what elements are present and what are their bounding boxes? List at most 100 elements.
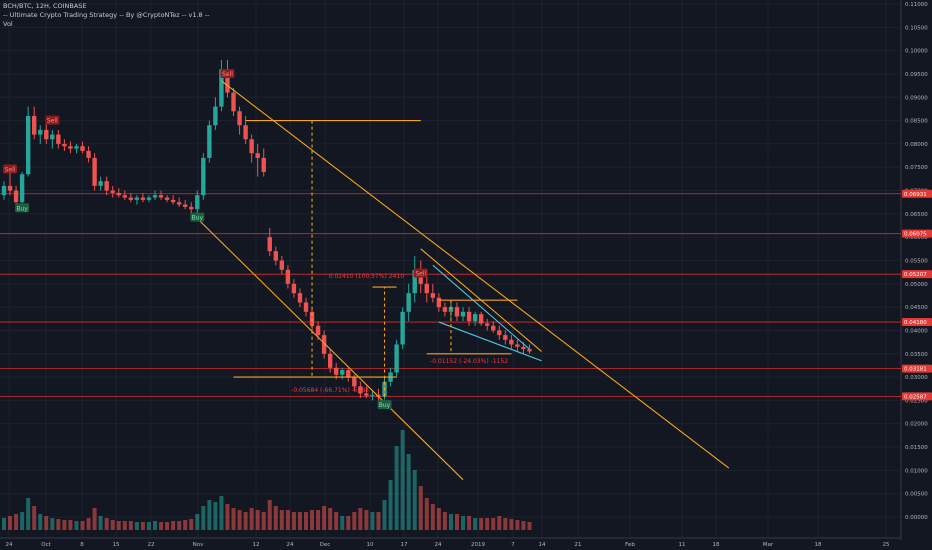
- candle-body: [158, 195, 164, 198]
- candle-body: [219, 69, 224, 107]
- volume-bar: [461, 516, 466, 530]
- volume-bar: [412, 470, 417, 530]
- candle-body: [527, 349, 532, 352]
- trend-line: [196, 218, 464, 481]
- candle-body: [68, 146, 73, 149]
- candle-body: [521, 346, 526, 350]
- price-level-tag-label: 0.04180: [904, 320, 927, 326]
- volume-bar: [237, 510, 242, 530]
- candle-body: [50, 134, 55, 140]
- candle-body: [32, 115, 37, 135]
- volume-bar: [146, 522, 151, 530]
- volume-bar: [153, 521, 157, 530]
- volume-bar: [116, 521, 121, 530]
- candle-body: [370, 394, 375, 396]
- trend-line: [432, 264, 530, 350]
- volume-bar: [291, 512, 296, 530]
- candle-body: [315, 325, 321, 336]
- candle-body: [140, 197, 146, 200]
- volume-bar: [98, 516, 103, 530]
- price-level-tag-label: 0.05207: [904, 272, 927, 278]
- volume-bar: [231, 508, 236, 530]
- price-level-tag: [902, 392, 932, 401]
- volume-bar: [515, 520, 520, 530]
- candle-body: [243, 125, 248, 140]
- volume-bar: [140, 522, 145, 530]
- candle-body: [267, 237, 272, 252]
- volume-bar: [273, 506, 278, 530]
- volume-bar: [370, 512, 375, 530]
- candle-body: [56, 134, 61, 144]
- volume-bar: [503, 518, 508, 530]
- y-tick-label: 0.08500: [905, 119, 928, 125]
- x-tick-label: 2019: [471, 542, 485, 548]
- volume-bar: [297, 512, 302, 530]
- price-level-tag: [902, 189, 932, 198]
- volume-bar: [376, 512, 381, 530]
- strategy-title: -- Ultimate Crypto Trading Strategy -- B…: [3, 11, 210, 19]
- candle-body: [231, 92, 236, 112]
- volume-bar: [86, 518, 91, 530]
- volume-bar: [104, 518, 109, 530]
- candle-body: [454, 307, 460, 317]
- candle-body: [297, 293, 303, 303]
- y-tick-label: 0.05000: [905, 282, 928, 288]
- x-tick-label: Feb: [625, 542, 635, 548]
- candle-body: [424, 283, 429, 294]
- y-tick-label: 0.02000: [905, 422, 928, 428]
- volume-bar: [14, 514, 19, 530]
- x-tick-label: Nov: [193, 542, 204, 548]
- volume-bar: [442, 512, 447, 530]
- candle-body: [327, 353, 333, 368]
- measure-annotation: -0.05684 (-66.71%) -5684: [291, 387, 369, 394]
- candle-body: [358, 386, 363, 394]
- candle-body: [25, 115, 31, 175]
- trend-line: [221, 80, 730, 469]
- sell-signal-badge: [3, 164, 18, 174]
- volume-bar: [249, 508, 254, 530]
- sell-signal-badge: [413, 268, 428, 278]
- volume-bar: [177, 521, 182, 530]
- volume-bar: [2, 518, 6, 530]
- y-tick-label: 0.09000: [905, 95, 928, 101]
- y-tick-label: 0.03000: [905, 375, 928, 381]
- volume-bar: [20, 512, 25, 530]
- candle-body: [255, 153, 260, 158]
- sell-signal-label: Sell: [47, 118, 58, 125]
- volume-bar: [159, 522, 164, 530]
- candle-body: [285, 269, 291, 284]
- volume-bar: [436, 508, 441, 530]
- x-tick-label: 17: [401, 542, 408, 548]
- candle-body: [176, 202, 182, 205]
- price-level-tag-label: 0.02587: [904, 394, 927, 400]
- candle-body: [497, 330, 502, 336]
- candle-body: [13, 190, 19, 203]
- volume-bar: [261, 512, 266, 530]
- candle-body: [146, 197, 152, 200]
- volume-bar: [225, 504, 230, 530]
- candle-body: [334, 367, 339, 375]
- x-tick-label: 25: [883, 542, 890, 548]
- volume-bar: [467, 516, 472, 530]
- y-tick-label: 0.01000: [905, 468, 928, 474]
- volume-bar: [255, 510, 260, 530]
- buy-signal-badge: [15, 203, 30, 213]
- candle-body: [376, 394, 381, 397]
- price-level-tag-label: 0.06075: [904, 232, 927, 238]
- volume-bar: [527, 522, 532, 530]
- x-tick-label: Mar: [763, 542, 774, 548]
- volume-bar: [382, 500, 387, 530]
- candle-body: [509, 339, 514, 345]
- volume-bar: [110, 520, 115, 530]
- candle-body: [183, 204, 188, 207]
- candle-body: [273, 251, 278, 261]
- x-tick-label: 24: [6, 542, 13, 548]
- candle-body: [466, 311, 472, 322]
- x-tick-label: Oct: [41, 542, 51, 548]
- volume-bar: [122, 521, 127, 530]
- candle-body: [19, 174, 25, 203]
- y-tick-label: 0.09500: [905, 72, 928, 78]
- volume-bar: [183, 520, 188, 530]
- candle-body: [249, 139, 254, 154]
